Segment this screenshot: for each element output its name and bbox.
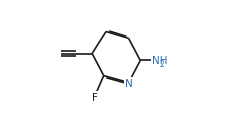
Text: F: F xyxy=(91,92,97,102)
Text: 2: 2 xyxy=(159,60,164,69)
Text: NH: NH xyxy=(151,56,167,66)
Text: N: N xyxy=(124,78,132,88)
